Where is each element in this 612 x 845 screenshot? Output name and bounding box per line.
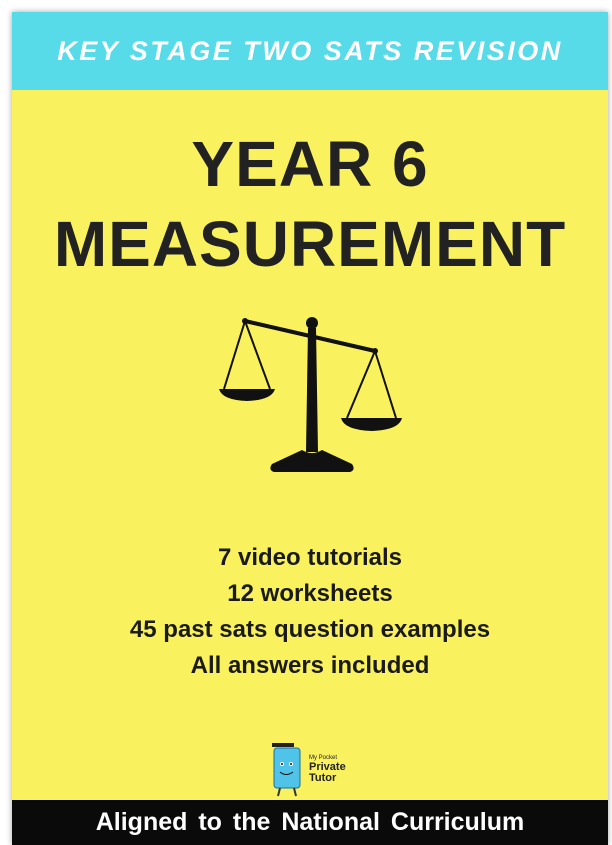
page: KEY STAGE TWO SATS REVISION YEAR 6 MEASU…: [0, 0, 612, 845]
logo-icon: [12, 12, 608, 845]
logo-name: Tutor: [309, 773, 346, 784]
footer: Aligned to the National Curriculum: [12, 800, 608, 845]
logo-text: My Pocket Private Tutor: [309, 754, 346, 784]
cover: KEY STAGE TWO SATS REVISION YEAR 6 MEASU…: [12, 12, 608, 845]
